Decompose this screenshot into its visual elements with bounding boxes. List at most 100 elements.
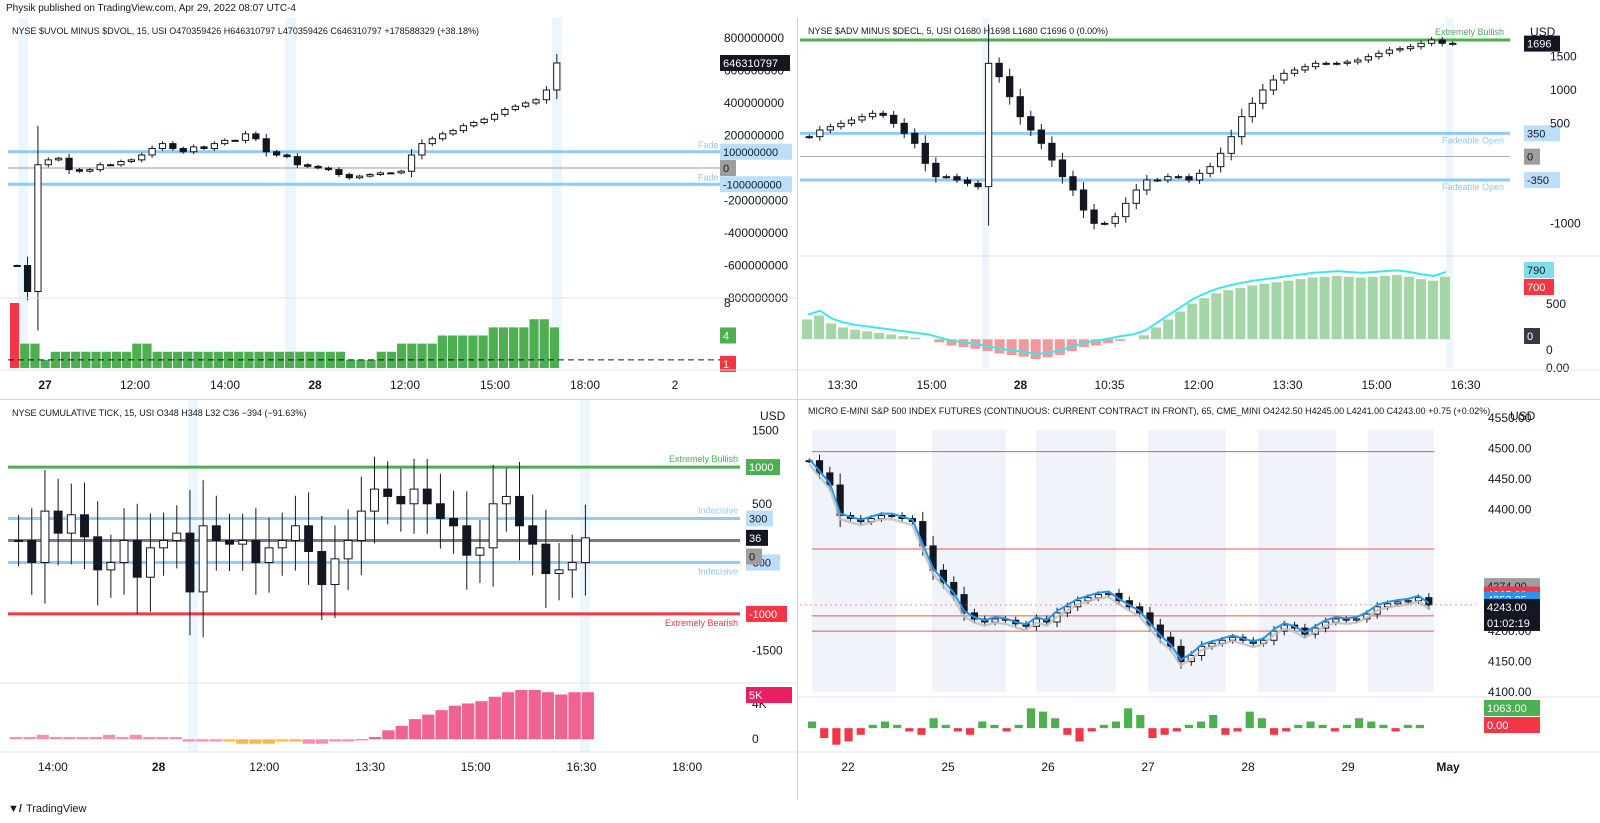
y-tick-label: 800000000 (724, 31, 784, 45)
y-tick-label: 400000000 (724, 96, 784, 110)
x-tick-label: 29 (1341, 760, 1355, 774)
candle-body (1406, 46, 1415, 50)
breadth-bar (20, 343, 30, 368)
delta-bar (1269, 728, 1279, 735)
chart-title: NYSE $UVOL MINUS $DVOL, 15, USI O4703594… (12, 26, 479, 36)
candle-body (921, 142, 929, 164)
candle-body (376, 172, 385, 175)
breadth-bar (152, 351, 162, 368)
candle-body (1143, 179, 1151, 191)
x-tick-label: 27 (1141, 760, 1155, 774)
delta-bar (1026, 708, 1035, 729)
candle-body (293, 156, 301, 166)
candle-body (370, 488, 379, 512)
candle-body (1238, 116, 1246, 138)
fadeable-open-tag: 350 (1527, 128, 1545, 140)
candle-body (317, 551, 327, 586)
breadth-bar (478, 335, 488, 368)
candle-body (117, 161, 125, 166)
tick-volume-bar (129, 734, 142, 740)
fade-level-tag: -100000000 (723, 179, 782, 191)
tick-volume-bar (488, 696, 501, 740)
tick-volume-bar (555, 694, 568, 740)
adv-decl-panel[interactable]: NYSE $ADV MINUS $DECL, 5, USI O1680 H169… (798, 18, 1600, 399)
breadth-bar (142, 343, 152, 368)
x-tick-label: 15:00 (1361, 378, 1391, 392)
tick-volume-bar (275, 739, 289, 742)
tick-volume-bar (196, 739, 209, 742)
candle-body (1394, 601, 1402, 605)
candle-body (75, 169, 84, 172)
candle-body (1311, 62, 1320, 68)
candle-body (858, 116, 866, 121)
y-tick-label: 4500.00 (1488, 442, 1532, 456)
breadth-bar (30, 343, 40, 368)
candle-body (984, 62, 993, 188)
candle-body (995, 62, 1003, 78)
cumulative-tick-panel[interactable]: NYSE CUMULATIVE TICK, 15, USI O348 H348 … (0, 400, 797, 800)
breadth-bar (886, 334, 897, 340)
tradingview-logo-icon: ▼/ (8, 803, 22, 815)
breadth-bar (1283, 280, 1294, 340)
cumulative-tick-chart[interactable]: NYSE CUMULATIVE TICK, 15, USI O348 H348 … (0, 400, 797, 800)
candle-body (210, 143, 218, 149)
zero-tag-bg (1524, 148, 1540, 165)
candle-body (1058, 159, 1067, 178)
delta-bar (1318, 724, 1327, 729)
uvol-panel[interactable]: NYSE $UVOL MINUS $DVOL, 15, USI O4703594… (0, 18, 797, 399)
candle-body (169, 143, 177, 149)
breadth-bar (1066, 339, 1077, 352)
last-price-tag: 4243.00 (1487, 602, 1527, 614)
overlay-line (808, 463, 1430, 667)
delta-bar (1075, 728, 1084, 742)
breadth-bar (1114, 339, 1125, 341)
adv-decl-chart[interactable]: NYSE $ADV MINUS $DECL, 5, USI O1680 H169… (798, 18, 1600, 399)
zero-tag: 0 (749, 551, 755, 563)
delta-bar (966, 728, 975, 735)
breadth-bar (1355, 277, 1366, 340)
breadth-bar (1295, 279, 1306, 340)
mes-futures-panel[interactable]: MICRO E-MINI S&P 500 INDEX FUTURES (CONT… (798, 400, 1600, 800)
candle-body (251, 539, 261, 564)
breadth-bar (1090, 339, 1101, 346)
candle-body (1269, 79, 1278, 91)
delta-bar (1197, 721, 1206, 729)
tick-volume-bar (116, 737, 129, 740)
tick-volume-bar (515, 690, 528, 740)
x-tick-label: 27 (38, 378, 52, 392)
tick-level-label: Indecisive (698, 505, 738, 515)
uvol-chart[interactable]: NYSE $UVOL MINUS $DVOL, 15, USI O4703594… (0, 18, 797, 399)
tradingview-footer[interactable]: ▼/ TradingView (8, 803, 87, 815)
delta-bar (1014, 724, 1023, 729)
candle-body (553, 62, 561, 91)
tick-level-tag-bg (746, 605, 787, 622)
candle-body (283, 154, 291, 158)
fade-level-tag-bg (720, 143, 792, 160)
y-tick-label: -1000 (1550, 216, 1581, 230)
last-price-tag: 1696 (1527, 39, 1551, 51)
breadth-bar (898, 336, 909, 340)
tick-volume-bar (10, 737, 23, 740)
sub-y-tick: 0 (1546, 343, 1553, 357)
candle-body (1301, 66, 1309, 71)
candle-body (528, 525, 538, 545)
x-tick-label: 25 (941, 760, 955, 774)
x-tick-label: 13:30 (1272, 378, 1302, 392)
y-tick-label: -600000000 (724, 259, 788, 273)
breadth-bar (814, 315, 825, 340)
breadth-bar (1343, 276, 1354, 340)
tradingview-brand: TradingView (25, 803, 87, 815)
tick-volume-bar (103, 734, 116, 740)
mes-futures-chart[interactable]: MICRO E-MINI S&P 500 INDEX FUTURES (CONT… (798, 400, 1600, 800)
candle-body (127, 159, 135, 162)
candle-body (356, 510, 366, 541)
candle-body (238, 539, 248, 545)
breadth-bar (1211, 293, 1222, 340)
breadth-bar (539, 319, 549, 368)
candle-body (932, 162, 940, 178)
y-tick-label: 4400.00 (1488, 502, 1532, 516)
session-highlight (552, 18, 562, 368)
tick-volume-bar (209, 739, 222, 742)
fadeable-open-label: Fadeable Open (1442, 182, 1504, 192)
x-tick-label: 28 (1014, 378, 1028, 392)
